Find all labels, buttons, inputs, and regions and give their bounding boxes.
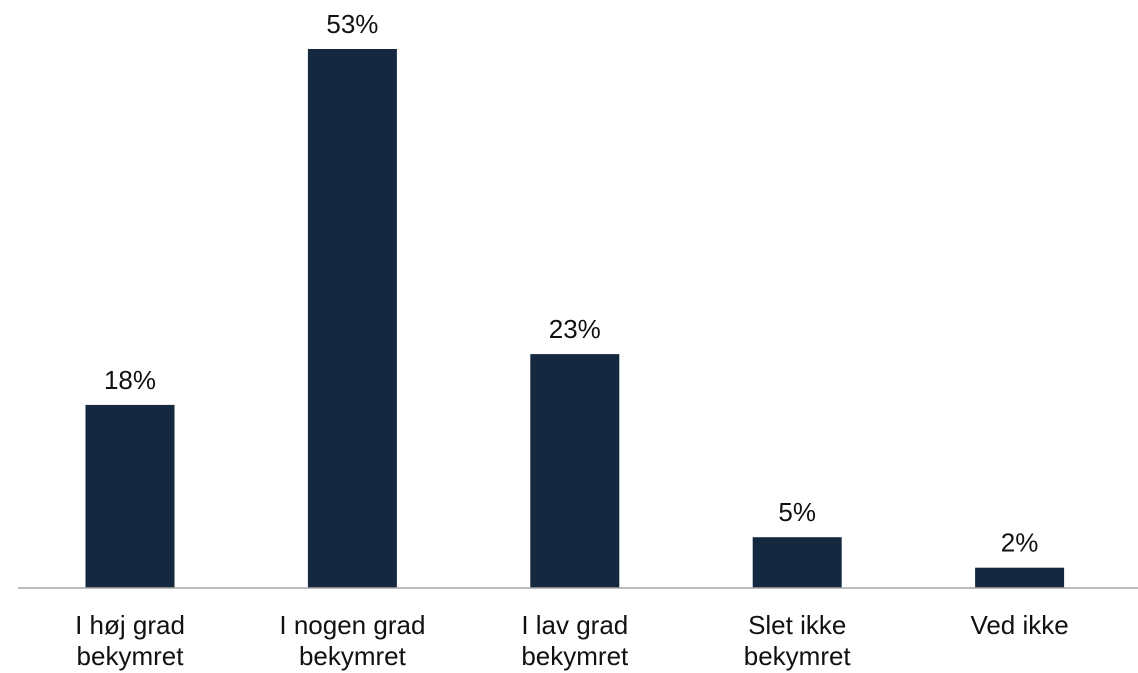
category-label-line: bekymret	[299, 641, 407, 671]
category-label-line: bekymret	[521, 641, 629, 671]
value-label-0: 18%	[104, 365, 156, 395]
category-label-line: I høj grad	[75, 610, 185, 640]
value-label-3: 5%	[778, 497, 816, 527]
bar-1	[307, 49, 397, 588]
bar-2	[530, 354, 620, 588]
category-label-line: Ved ikke	[970, 610, 1068, 640]
category-label-line: Slet ikke	[748, 610, 846, 640]
value-label-2: 23%	[549, 314, 601, 344]
category-label-line: I lav grad	[521, 610, 628, 640]
category-label-line: bekymret	[77, 641, 185, 671]
value-labels-layer: 18% 53% 23% 5% 2%	[104, 9, 1038, 558]
category-label-4: Ved ikke	[970, 610, 1068, 640]
category-label-line: I nogen grad	[279, 610, 425, 640]
value-label-4: 2%	[1001, 528, 1039, 558]
bar-0	[85, 404, 175, 588]
category-label-0: I høj grad bekymret	[75, 610, 185, 671]
bar-4	[975, 567, 1065, 588]
bars-layer	[85, 49, 1065, 588]
category-label-2: I lav grad bekymret	[521, 610, 629, 671]
category-label-1: I nogen grad bekymret	[279, 610, 425, 671]
category-label-3: Slet ikke bekymret	[744, 610, 852, 671]
value-label-1: 53%	[326, 9, 378, 39]
category-label-line: bekymret	[744, 641, 852, 671]
bar-3	[752, 537, 842, 588]
